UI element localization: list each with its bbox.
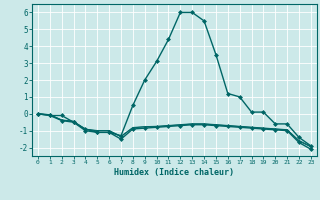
X-axis label: Humidex (Indice chaleur): Humidex (Indice chaleur) <box>115 168 234 177</box>
